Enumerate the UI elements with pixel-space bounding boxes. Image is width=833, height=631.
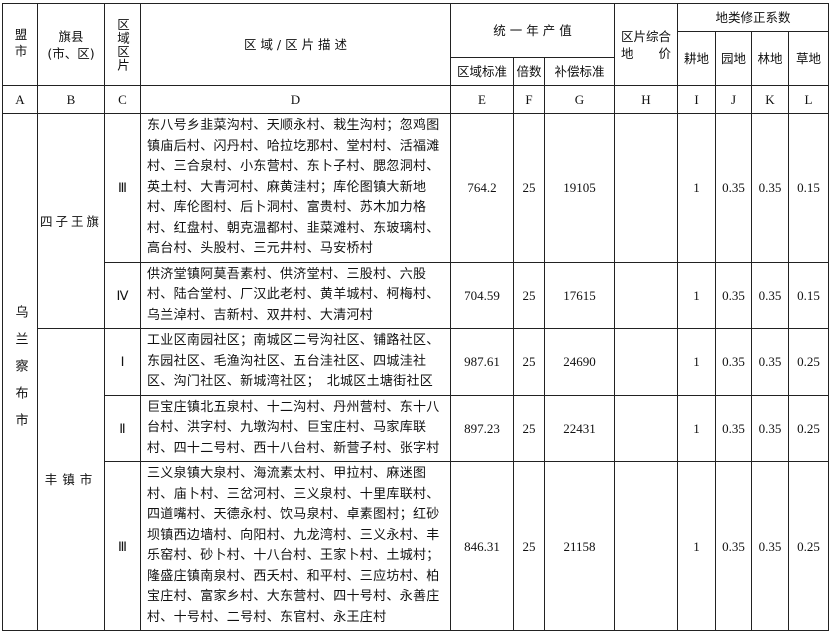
county-cell: 丰镇市: [37, 328, 105, 631]
garden-cell: 0.35: [715, 328, 752, 396]
city-cell: 乌兰察布市: [2, 113, 38, 631]
letter: B: [37, 85, 105, 114]
description-cell: 巨宝庄镇北五泉村、十二沟村、丹州营村、东十八台村、洪字村、九墩沟村、巨宝庄村、马…: [140, 394, 451, 462]
composite-price-cell: [614, 394, 678, 462]
zone-standard-cell: 704.59: [450, 261, 514, 329]
letter: K: [751, 85, 789, 114]
header-zone: 区域区片: [104, 3, 141, 86]
grass-cell: 0.25: [787, 328, 830, 396]
zone-cell: Ⅰ: [104, 328, 141, 396]
letter: E: [450, 85, 514, 114]
header-land-coef: 地类修正系数: [676, 3, 830, 32]
compensation-cell: 22431: [544, 394, 615, 462]
letter-row: A B C D E F G H I J K L: [2, 85, 830, 114]
cultivated-cell: 1: [677, 261, 716, 329]
composite-price-cell: [614, 461, 678, 631]
multiple-cell: 25: [513, 461, 545, 631]
letter: D: [140, 85, 451, 114]
zone-standard-cell: 897.23: [450, 394, 514, 462]
header-forest: 林地: [751, 31, 789, 86]
forest-cell: 0.35: [751, 461, 789, 631]
multiple-cell: 25: [513, 261, 545, 329]
multiple-cell: 25: [513, 328, 545, 396]
letter: L: [787, 85, 830, 114]
table-row: 丰镇市 Ⅰ 工业区南园社区；南城区二号沟社区、铺路社区、东园社区、毛渔沟社区、五…: [3, 328, 830, 631]
cultivated-cell: 1: [677, 461, 716, 631]
table-row: 乌兰察布市 四子王旗 Ⅲ 东八号乡韭菜沟村、天顺永村、栽生沟村；忽鸡图镇庙后村、…: [2, 113, 830, 631]
garden-cell: 0.35: [715, 261, 752, 329]
header-grass: 草地: [787, 31, 830, 86]
header-zone-standard: 区域标准: [450, 57, 514, 86]
letter: C: [104, 85, 141, 114]
letter: I: [677, 85, 716, 114]
forest-cell: 0.35: [751, 394, 789, 462]
header-composite-price: 区片综合 地 价: [614, 3, 678, 86]
header-cultivated: 耕地: [677, 31, 716, 86]
letter: F: [513, 85, 545, 114]
zone-cell: Ⅲ: [104, 113, 141, 263]
letter: J: [715, 85, 752, 114]
description-cell: 工业区南园社区；南城区二号沟社区、铺路社区、东园社区、毛渔沟社区、五台洼社区、四…: [140, 328, 451, 396]
garden-cell: 0.35: [715, 394, 752, 462]
description-cell: 供济堂镇阿莫吾素村、供济堂村、三股村、六股村、陆合堂村、厂汉此老村、黄羊城村、柯…: [140, 261, 451, 329]
cultivated-cell: 1: [677, 328, 716, 396]
grass-cell: 0.25: [787, 461, 830, 631]
county-cell: 四子王旗: [37, 113, 105, 329]
grass-cell: 0.25: [787, 394, 830, 462]
table-row: Ⅲ 三义泉镇大泉村、海流素太村、甲拉村、麻迷图村、庙卜村、三岔河村、三义泉村、十…: [3, 461, 830, 631]
compensation-cell: 19105: [544, 113, 615, 263]
header-banner-county: 旗县 (市、区): [37, 3, 105, 86]
zone-cell: Ⅱ: [104, 394, 141, 462]
zone-cell: Ⅳ: [104, 261, 141, 329]
land-price-table: 盟市 旗县 (市、区) 区域区片 区 域 / 区 片 描 述 统 一 年 产 值…: [2, 3, 830, 631]
multiple-cell: 25: [513, 394, 545, 462]
compensation-cell: 17615: [544, 261, 615, 329]
header-league-city: 盟市: [2, 3, 38, 86]
table-row: Ⅱ 巨宝庄镇北五泉村、十二沟村、丹州营村、东十八台村、洪字村、九墩沟村、巨宝庄村…: [3, 394, 830, 462]
letter: H: [614, 85, 678, 114]
cultivated-cell: 1: [677, 113, 716, 263]
letter: A: [2, 85, 38, 114]
compensation-cell: 21158: [544, 461, 615, 631]
header-multiple: 倍数: [513, 57, 545, 86]
zone-cell: Ⅲ: [104, 461, 141, 631]
table-row: Ⅳ 供济堂镇阿莫吾素村、供济堂村、三股村、六股村、陆合堂村、厂汉此老村、黄羊城村…: [3, 261, 830, 329]
garden-cell: 0.35: [715, 113, 752, 263]
composite-price-cell: [614, 328, 678, 396]
cultivated-cell: 1: [677, 394, 716, 462]
composite-price-cell: [614, 261, 678, 329]
forest-cell: 0.35: [751, 261, 789, 329]
multiple-cell: 25: [513, 113, 545, 263]
header-annual-output: 统 一 年 产 值: [450, 3, 615, 58]
zone-standard-cell: 764.2: [450, 113, 514, 263]
grass-cell: 0.15: [787, 113, 830, 263]
header-description: 区 域 / 区 片 描 述: [140, 3, 451, 86]
letter: G: [544, 85, 615, 114]
compensation-cell: 24690: [544, 328, 615, 396]
zone-standard-cell: 987.61: [450, 328, 514, 396]
garden-cell: 0.35: [715, 461, 752, 631]
description-cell: 东八号乡韭菜沟村、天顺永村、栽生沟村；忽鸡图镇庙后村、闪丹村、哈拉圪那村、堂村村…: [140, 113, 451, 263]
header-compensation-standard: 补偿标准: [544, 57, 615, 86]
forest-cell: 0.35: [751, 113, 789, 263]
zone-standard-cell: 846.31: [450, 461, 514, 631]
header-garden: 园地: [715, 31, 752, 86]
composite-price-cell: [614, 113, 678, 263]
description-cell: 三义泉镇大泉村、海流素太村、甲拉村、麻迷图村、庙卜村、三岔河村、三义泉村、十里库…: [140, 461, 451, 631]
forest-cell: 0.35: [751, 328, 789, 396]
grass-cell: 0.15: [787, 261, 830, 329]
